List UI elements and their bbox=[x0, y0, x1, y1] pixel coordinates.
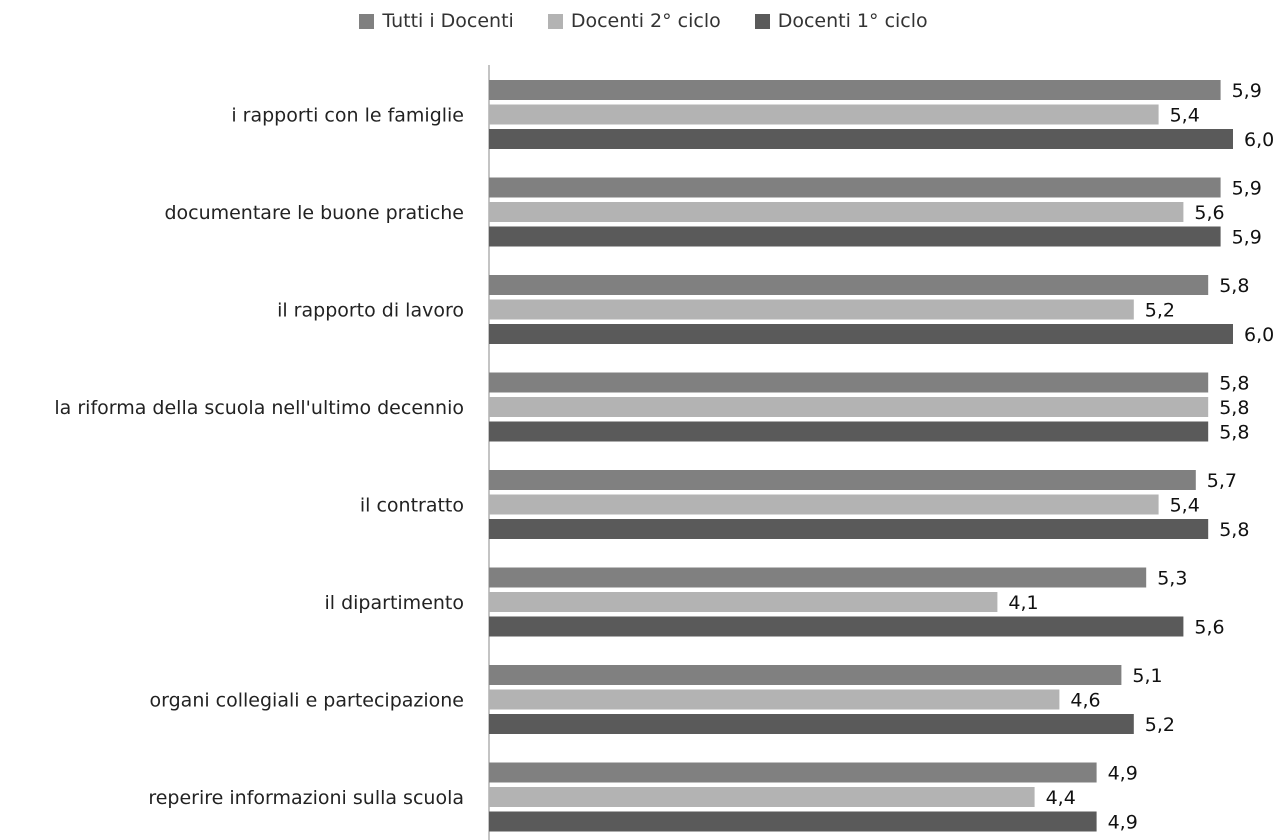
category-label: organi collegiali e partecipazione bbox=[150, 690, 464, 712]
bar bbox=[489, 567, 1147, 588]
category-label: la riforma della scuola nell'ultimo dece… bbox=[54, 397, 464, 419]
data-label: 5,1 bbox=[1132, 665, 1162, 687]
bar bbox=[489, 689, 1060, 710]
category-label: reperire informazioni sulla scuola bbox=[148, 787, 464, 809]
data-label: 5,2 bbox=[1145, 300, 1175, 322]
category-label: i rapporti con le famiglie bbox=[231, 105, 464, 127]
data-label: 4,9 bbox=[1108, 812, 1138, 834]
data-label: 5,9 bbox=[1232, 80, 1262, 102]
bar bbox=[489, 787, 1035, 807]
legend-item-primo-ciclo: Docenti 1° ciclo bbox=[754, 10, 928, 32]
data-label: 5,8 bbox=[1219, 397, 1249, 419]
category-label: il contratto bbox=[360, 495, 464, 517]
data-label: 6,0 bbox=[1244, 129, 1274, 151]
bar bbox=[489, 494, 1159, 515]
bar bbox=[489, 177, 1221, 198]
bar bbox=[489, 104, 1159, 125]
data-label: 5,6 bbox=[1194, 617, 1224, 639]
category-label: documentare le buone pratiche bbox=[164, 202, 464, 224]
bar bbox=[489, 811, 1097, 832]
legend-swatch-secondo-ciclo bbox=[547, 13, 563, 29]
legend-swatch-primo-ciclo bbox=[754, 13, 770, 29]
bar bbox=[489, 129, 1233, 149]
legend-label-secondo-ciclo: Docenti 2° ciclo bbox=[570, 10, 721, 32]
legend-label-primo-ciclo: Docenti 1° ciclo bbox=[777, 10, 928, 32]
category-label: il rapporto di lavoro bbox=[277, 300, 464, 322]
bar bbox=[489, 299, 1134, 320]
bar bbox=[489, 470, 1196, 490]
legend-item-tutti: Tutti i Docenti bbox=[359, 10, 514, 32]
data-label: 4,9 bbox=[1108, 763, 1138, 785]
category-label: il dipartimento bbox=[325, 592, 465, 614]
data-label: 5,7 bbox=[1207, 470, 1237, 492]
data-label: 5,6 bbox=[1194, 202, 1224, 224]
bar bbox=[489, 421, 1209, 442]
data-label: 5,8 bbox=[1219, 422, 1249, 444]
data-label: 5,9 bbox=[1232, 227, 1262, 249]
data-label: 5,8 bbox=[1219, 275, 1249, 297]
data-label: 5,8 bbox=[1219, 519, 1249, 541]
legend-item-secondo-ciclo: Docenti 2° ciclo bbox=[547, 10, 721, 32]
bar bbox=[489, 762, 1097, 783]
data-label: 5,4 bbox=[1170, 105, 1200, 127]
data-label: 5,8 bbox=[1219, 373, 1249, 395]
data-label: 6,0 bbox=[1244, 324, 1274, 346]
legend-swatch-tutti bbox=[359, 13, 375, 29]
legend: Tutti i Docenti Docenti 2° ciclo Docenti… bbox=[0, 10, 1287, 32]
data-label: 4,6 bbox=[1070, 690, 1100, 712]
bar bbox=[489, 202, 1184, 222]
data-label: 5,2 bbox=[1145, 714, 1175, 736]
bar bbox=[489, 275, 1209, 295]
data-label: 5,4 bbox=[1170, 495, 1200, 517]
bar bbox=[489, 665, 1122, 685]
bar bbox=[489, 592, 998, 612]
data-label: 5,9 bbox=[1232, 178, 1262, 200]
bar bbox=[489, 226, 1221, 247]
bar bbox=[489, 324, 1233, 344]
bar bbox=[489, 714, 1134, 734]
bar bbox=[489, 519, 1209, 539]
data-label: 4,4 bbox=[1046, 787, 1076, 809]
data-label: 5,3 bbox=[1157, 568, 1187, 590]
bar bbox=[489, 80, 1221, 100]
bar bbox=[489, 616, 1184, 637]
bar bbox=[489, 372, 1209, 393]
legend-label-tutti: Tutti i Docenti bbox=[382, 10, 514, 32]
data-label: 4,1 bbox=[1008, 592, 1038, 614]
bar bbox=[489, 397, 1209, 417]
